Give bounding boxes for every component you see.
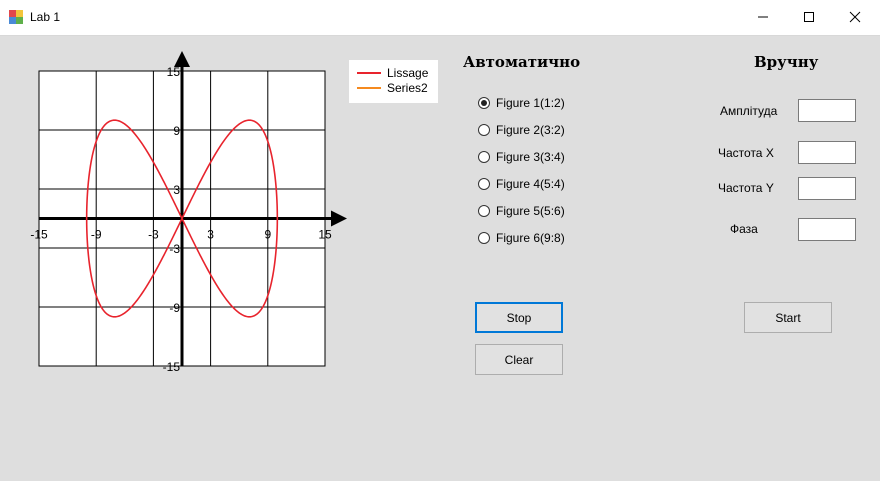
phase-input[interactable] [798,218,856,241]
legend-item: Lissage [357,66,428,80]
freq-y-label: Частота Y [718,181,774,195]
x-tick-label: -15 [30,228,48,242]
start-button[interactable]: Start [744,302,832,333]
radio-label: Figure 4(5:4) [496,177,565,191]
y-tick-label: 9 [173,124,180,138]
radio-label: Figure 1(1:2) [496,96,565,110]
radio-figure-5[interactable]: Figure 5(5:6) [478,202,565,220]
legend-swatch [357,87,381,89]
lissage-series-line [85,119,279,318]
freq-x-input[interactable] [798,141,856,164]
x-tick-label: 3 [207,228,214,242]
y-tick-label: -3 [169,242,180,256]
y-tick-label: -9 [169,301,180,315]
x-tick-label: -3 [148,228,159,242]
close-icon [849,11,861,22]
maximize-button[interactable] [786,0,832,33]
radio-indicator[interactable] [478,97,490,109]
lissajous-chart: -15 -9 -3 3 9 15 15 9 3 -3 -9 -15 [30,51,347,374]
legend-item: Series2 [357,81,428,95]
amplitude-label: Амплітуда [720,104,778,118]
window-title: Lab 1 [30,10,61,24]
y-axis-arrow [174,51,190,67]
close-button[interactable] [832,0,878,33]
radio-figure-4[interactable]: Figure 4(5:4) [478,175,565,193]
title-bar: Lab 1 [0,0,880,36]
x-tick-label: 15 [318,228,332,242]
radio-label: Figure 6(9:8) [496,231,565,245]
radio-label: Figure 2(3:2) [496,123,565,137]
legend-label: Series2 [387,81,428,95]
radio-indicator[interactable] [478,205,490,217]
chart-legend: Lissage Series2 [349,60,438,103]
radio-indicator[interactable] [478,151,490,163]
minimize-button[interactable] [740,0,786,33]
radio-figure-3[interactable]: Figure 3(3:4) [478,148,565,166]
phase-label: Фаза [730,222,758,236]
maximize-icon [804,11,814,22]
x-tick-label: 9 [264,228,271,242]
stop-button[interactable]: Stop [475,302,563,333]
radio-indicator[interactable] [478,124,490,136]
y-tick-label: -15 [163,360,181,374]
radio-indicator[interactable] [478,232,490,244]
freq-y-input[interactable] [798,177,856,200]
y-tick-label: 15 [167,65,181,79]
x-axis-arrow [331,210,347,227]
radio-figure-1[interactable]: Figure 1(1:2) [478,94,565,112]
freq-x-label: Частота X [718,146,774,160]
amplitude-input[interactable] [798,99,856,122]
app-icon [9,10,23,24]
radio-figure-6[interactable]: Figure 6(9:8) [478,229,565,247]
y-tick-label: 3 [173,183,180,197]
radio-label: Figure 3(3:4) [496,150,565,164]
radio-label: Figure 5(5:6) [496,204,565,218]
legend-swatch [357,72,381,74]
radio-figure-2[interactable]: Figure 2(3:2) [478,121,565,139]
radio-indicator[interactable] [478,178,490,190]
clear-button[interactable]: Clear [475,344,563,375]
legend-label: Lissage [387,66,429,80]
x-tick-label: -9 [91,228,102,242]
manual-heading: Вручну [754,53,819,71]
auto-heading: Автоматично [463,53,581,71]
minimize-icon [758,16,768,17]
